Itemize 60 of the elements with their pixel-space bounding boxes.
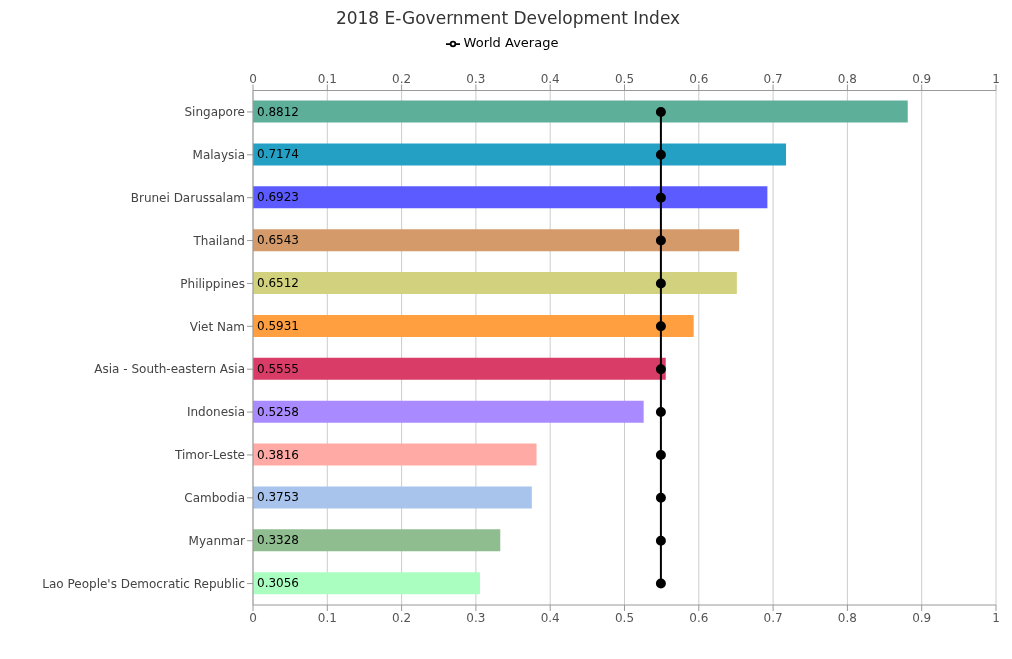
x-tick-label: 0.3 (466, 71, 486, 86)
y-tick-label: Philippines (180, 276, 245, 291)
data-label: 0.7174 (257, 147, 299, 162)
y-tick-label: Cambodia (184, 491, 245, 506)
data-label: 0.5258 (257, 404, 299, 419)
x2-tick-label: 0.9 (912, 610, 932, 625)
data-label: 0.5555 (257, 361, 299, 376)
data-label: 0.3328 (257, 533, 299, 548)
y-tick-label: Thailand (192, 233, 245, 248)
x2-tick-label: 0.6 (689, 610, 709, 625)
x-tick-label: 0.4 (540, 71, 560, 86)
y-tick-label: Singapore (184, 105, 245, 120)
x2-tick-label: 0.5 (614, 610, 635, 625)
x2-tick-label: 0.4 (540, 610, 560, 625)
data-label: 0.3753 (257, 490, 299, 505)
y-tick-label: Viet Nam (189, 319, 245, 334)
bar (253, 443, 537, 466)
x2-tick-label: 0.1 (317, 610, 337, 625)
bar (253, 572, 481, 595)
x-tick-label: 1 (992, 71, 1000, 86)
y-tick-label: Brunei Darussalam (130, 190, 245, 205)
x-tick-label: 0.6 (689, 71, 709, 86)
y-tick-label: Asia - South-eastern Asia (94, 362, 245, 377)
data-label: 0.6543 (257, 233, 299, 248)
y-tick-label: Malaysia (192, 148, 245, 163)
legend-label: World Average (463, 35, 559, 50)
bar (253, 143, 787, 166)
y-tick-label: Myanmar (188, 533, 246, 548)
y-tick-label: Timor-Leste (173, 448, 245, 463)
y-tick-label: Indonesia (186, 405, 245, 420)
x-tick-label: 0.7 (763, 71, 783, 86)
bar (253, 529, 501, 552)
data-label: 0.8812 (257, 104, 299, 119)
x-tick-label: 0.9 (912, 71, 932, 86)
data-label: 0.6923 (257, 190, 299, 205)
bar (253, 100, 908, 123)
y-tick-label: Lao People's Democratic Republic (42, 576, 245, 591)
x-tick-label: 0.1 (317, 71, 337, 86)
x2-tick-label: 0.8 (837, 610, 857, 625)
bar (253, 357, 666, 380)
x-tick-label: 0.5 (614, 71, 635, 86)
bar (253, 272, 737, 294)
bar (253, 229, 740, 252)
data-label: 0.6512 (257, 276, 299, 290)
data-label: 0.5931 (257, 318, 299, 333)
chart-title: 2018 E-Government Development Index (334, 8, 682, 28)
x-tick-label: 0.8 (837, 71, 857, 86)
x2-tick-label: 0.3 (466, 610, 486, 625)
x2-tick-label: 0.7 (763, 610, 783, 625)
data-label: 0.3816 (257, 447, 299, 462)
bar (253, 400, 644, 423)
x2-tick-label: 0.2 (392, 610, 412, 625)
bar (253, 486, 532, 509)
bar (253, 314, 694, 337)
bar (253, 186, 768, 209)
x2-tick-label: 0 (249, 610, 257, 625)
x-tick-label: 0 (249, 71, 257, 86)
x-tick-label: 0.2 (392, 71, 412, 86)
data-label: 0.3056 (257, 576, 299, 591)
x2-tick-label: 1 (992, 610, 1000, 625)
